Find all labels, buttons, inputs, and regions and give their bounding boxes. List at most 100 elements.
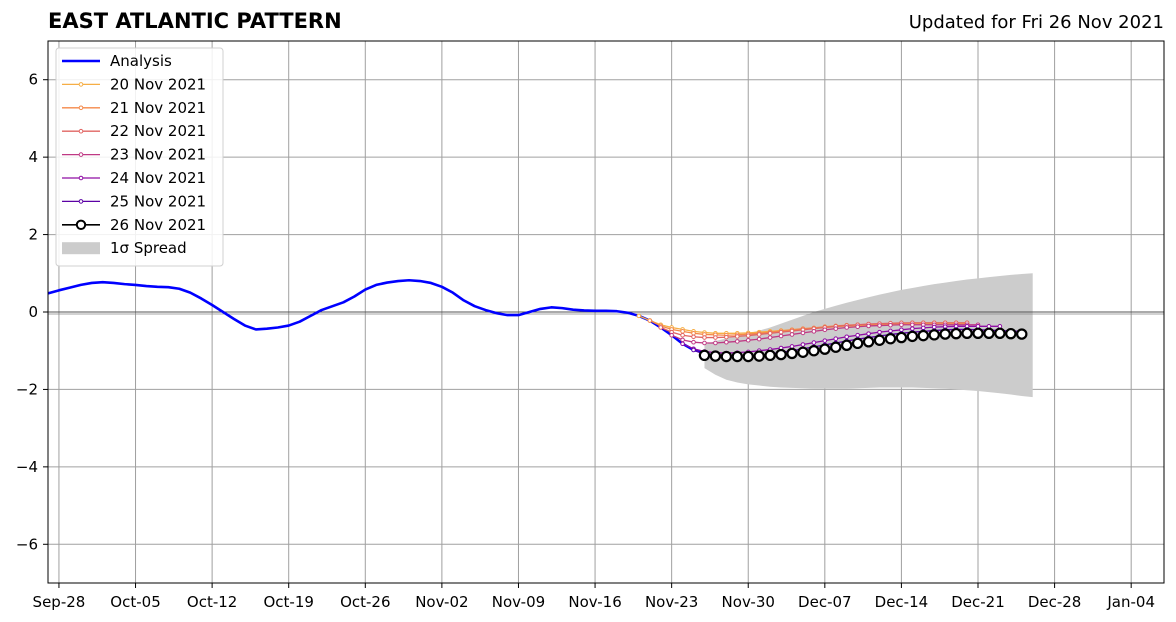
forecast-point (800, 342, 806, 347)
legend-swatch-spread (62, 242, 100, 255)
forecast-point (841, 339, 853, 351)
legend-swatch-marker (78, 105, 84, 111)
forecast-point (800, 330, 806, 336)
forecast-point (997, 324, 1003, 329)
forecast-point (830, 341, 842, 353)
forecast-point (720, 350, 733, 363)
forecast-point (950, 327, 962, 340)
forecast-point (764, 349, 776, 362)
forecast-point (910, 322, 915, 328)
forecast-point (786, 347, 798, 360)
forecast-point (844, 334, 850, 340)
x-tick-label: Dec-21 (951, 593, 1005, 611)
y-tick-label: 0 (28, 303, 38, 321)
legend: Analysis 20 Nov 2021 21 Nov 2021 22 Nov 202… (55, 47, 224, 267)
forecast-point (877, 323, 882, 328)
forecast-point (888, 322, 893, 328)
forecast-point (636, 313, 642, 319)
forecast-point (724, 339, 729, 345)
forecast-point (756, 332, 762, 337)
forecast-point (745, 333, 751, 338)
forecast-point (742, 350, 754, 363)
legend-label: 23 Nov 2021 (110, 146, 206, 164)
legend-label: 26 Nov 2021 (110, 216, 206, 234)
forecast-point (680, 337, 685, 343)
forecast-point (983, 327, 995, 339)
forecast-point (884, 333, 897, 345)
analysis-line (47, 278, 705, 354)
legend-swatch-marker (78, 82, 84, 87)
forecast-point (709, 350, 722, 362)
forecast-point (899, 322, 904, 328)
legend-swatch-marker (78, 175, 84, 181)
x-tick-label: Dec-14 (875, 593, 929, 611)
forecast-point (851, 337, 864, 350)
forecast-point (789, 332, 795, 337)
legend-label: Analysis (110, 52, 172, 70)
legend-label: 22 Nov 2021 (110, 122, 206, 140)
forecast-point (698, 349, 711, 362)
x-tick-label: Oct-12 (187, 593, 237, 611)
forecast-point (680, 329, 685, 334)
forecast-point (822, 327, 828, 333)
forecast-point (797, 346, 809, 358)
forecast-point (767, 335, 773, 340)
forecast-point (855, 324, 860, 330)
forecast-point (877, 329, 882, 335)
forecast-point (691, 339, 696, 345)
x-tick-label: Dec-07 (798, 593, 852, 611)
x-tick-label: Nov-30 (722, 593, 775, 611)
forecast-point (702, 340, 707, 346)
forecast-point (734, 334, 740, 339)
forecast-point (808, 345, 820, 357)
legend-swatch-marker (75, 219, 87, 231)
x-tick-label: Oct-05 (110, 593, 160, 611)
forecast-point (873, 334, 886, 346)
forecast-point (866, 331, 871, 336)
forecast-point (819, 343, 831, 355)
forecast-point (895, 331, 908, 344)
forecast-point (713, 335, 718, 340)
x-tick-label: Oct-26 (340, 593, 390, 611)
forecast-point (789, 344, 795, 349)
forecast-point (833, 326, 839, 331)
x-tick-label: Jan-04 (1106, 593, 1155, 611)
forecast-point (1016, 328, 1028, 340)
legend-label: 20 Nov 2021 (110, 75, 206, 93)
forecast-point (658, 325, 664, 330)
forecast-point (647, 318, 653, 323)
forecast-point (680, 341, 685, 347)
legend-label: 21 Nov 2021 (110, 99, 206, 117)
forecast-point (866, 323, 871, 329)
forecast-point (833, 336, 839, 342)
x-tick-label: Nov-09 (492, 593, 545, 611)
y-tick-label: 2 (28, 226, 38, 244)
x-tick-label: Nov-16 (568, 593, 621, 611)
y-tick-label: 6 (28, 71, 38, 89)
x-tick-label: Nov-02 (415, 593, 468, 611)
legend-swatch-marker (78, 128, 84, 134)
x-tick-label: Oct-19 (263, 593, 313, 611)
axes-layer: Sep-28 Oct-05 Oct-12 Oct-19 Oct-26 Nov-02 Nov-… (16, 40, 1165, 611)
forecast-point (917, 329, 929, 342)
forecast-point (928, 329, 940, 341)
forecast-point (767, 330, 773, 336)
forecast-point (724, 334, 729, 340)
legend-label: 25 Nov 2021 (110, 192, 206, 210)
axes-frame (47, 40, 1165, 584)
chart-title: EAST ATLANTIC PATTERN (48, 9, 342, 33)
forecast-point (691, 334, 696, 340)
forecast-point (731, 350, 743, 363)
forecast-point (1005, 327, 1017, 340)
legend-label: 24 Nov 2021 (110, 169, 206, 187)
legend-swatch-marker (78, 152, 84, 157)
forecast-point (972, 327, 984, 339)
forecast-point (775, 348, 787, 361)
legend-box (55, 47, 224, 267)
legend-label: 1σ Spread (110, 239, 187, 257)
forecast-point (994, 327, 1006, 339)
y-tick-label: −2 (16, 380, 38, 398)
forecast-point (753, 350, 765, 362)
y-tick-label: 4 (28, 148, 38, 166)
